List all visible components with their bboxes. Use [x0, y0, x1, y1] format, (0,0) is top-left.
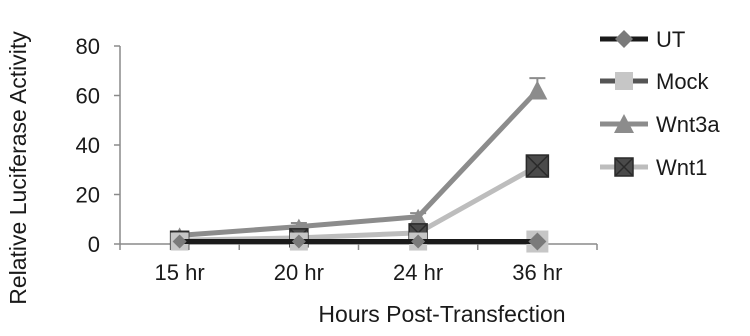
y-tick-label: 80 [76, 34, 100, 59]
data-point-wnt1 [525, 154, 550, 178]
legend-label-wnt1: Wnt1 [656, 155, 707, 180]
legend: UT Mock Wnt3a Wnt1 [600, 27, 720, 180]
x-tick-label: 20 hr [274, 260, 324, 285]
y-tick-label: 20 [76, 183, 100, 208]
data-point-wnt3a [410, 208, 427, 224]
series-wnt3a [171, 77, 548, 243]
series-layer [169, 77, 550, 253]
y-tick-label: 0 [88, 232, 100, 257]
y-axis-title: Relative Luciferase Activity [5, 31, 31, 305]
axes: 0 20 40 60 80 15 hr 20 hr 24 hr 36 hr [76, 34, 598, 285]
legend-label-ut: UT [656, 27, 685, 52]
data-point-wnt1-cross [525, 154, 549, 178]
data-point-ut [411, 234, 426, 249]
legend-marker-ut [615, 30, 633, 48]
data-point-ut [172, 234, 187, 249]
legend-item-mock: Mock [600, 69, 710, 94]
legend-label-wnt3a: Wnt3a [656, 112, 720, 137]
legend-item-wnt3a: Wnt3a [600, 112, 720, 137]
series-line-wnt3a [179, 88, 540, 238]
legend-item-wnt1: Wnt1 [600, 155, 707, 180]
legend-item-ut: UT [600, 27, 685, 52]
series-wnt1 [169, 154, 550, 251]
legend-marker-wnt1-cross [614, 157, 634, 177]
x-tick-label: 24 hr [393, 260, 443, 285]
data-point-ut [528, 232, 547, 251]
series-ut [172, 232, 547, 251]
legend-marker-wnt1 [614, 157, 634, 177]
y-tick-label: 40 [76, 133, 100, 158]
legend-marker-wnt3a [614, 114, 634, 133]
legend-marker-mock [615, 72, 633, 90]
data-point-wnt3a [527, 80, 548, 100]
legend-label-mock: Mock [656, 69, 710, 94]
x-axis-title: Hours Post-Transfection [318, 301, 565, 327]
y-tick-label: 60 [76, 84, 100, 109]
x-tick-label: 36 hr [512, 260, 562, 285]
x-tick-label: 15 hr [155, 260, 205, 285]
data-point-ut [291, 234, 306, 249]
